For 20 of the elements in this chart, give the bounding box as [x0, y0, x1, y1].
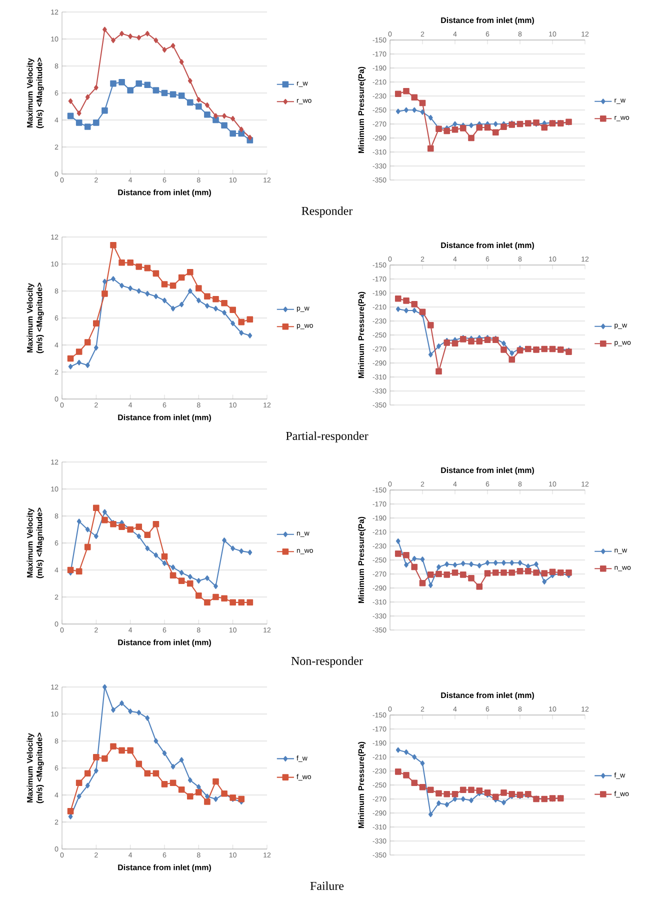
text: Failure [310, 882, 344, 890]
x-axis-title: Distance from inlet (mm) [441, 17, 534, 25]
x-axis-title: Distance from inlet (mm) [118, 414, 211, 422]
text: Partial-responder [286, 432, 368, 442]
text: Non-responder [291, 656, 363, 668]
x-axis-title: Distance from inlet (mm) [118, 864, 211, 872]
y-axis-title: Maximum Velocity (m/s) <Magnitude> [26, 58, 44, 128]
y-axis-title: Minimum Pressure(Pa) [358, 742, 366, 828]
y-axis-title: Maximum Velocity (m/s) <Magnitude> [26, 508, 44, 578]
y-axis-title: Maximum Velocity (m/s) <Magnitude> [26, 732, 44, 804]
x-axis-title: Distance from inlet (mm) [441, 467, 534, 475]
x-axis-title: Distance from inlet (mm) [118, 189, 211, 197]
x-axis-title: Distance from inlet (mm) [441, 242, 534, 250]
text: Responder [302, 206, 353, 218]
y-axis-title: Maximum Velocity (m/s) <Magnitude> [26, 282, 44, 354]
x-axis-title: Distance from inlet (mm) [118, 639, 211, 647]
x-axis-title: Distance from inlet (mm) [441, 692, 534, 700]
y-axis-title: Minimum Pressure(Pa) [358, 66, 366, 154]
y-axis-title: Minimum Pressure(Pa) [358, 516, 366, 604]
y-axis-title: Minimum Pressure(Pa) [358, 292, 366, 378]
